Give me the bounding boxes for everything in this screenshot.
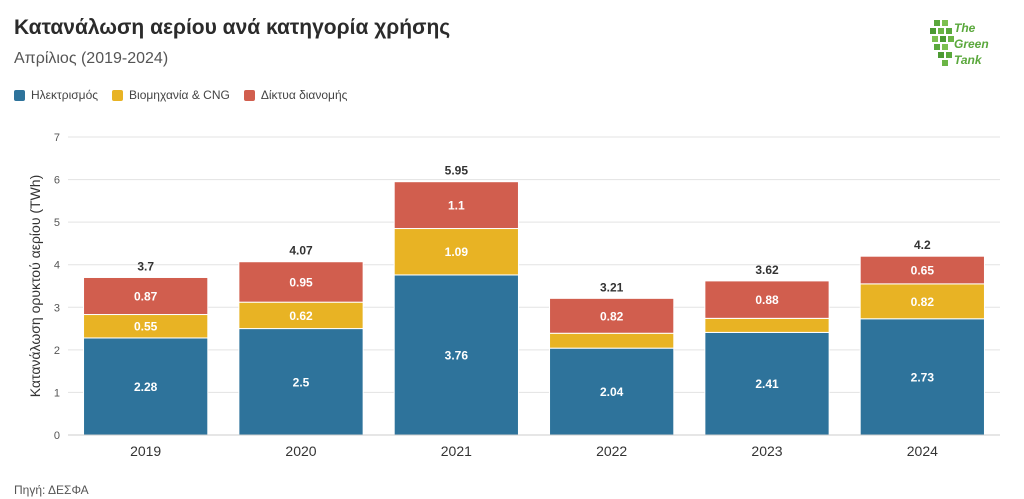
y-tick-label: 0 xyxy=(54,430,60,442)
logo-text-the: The xyxy=(954,21,976,35)
legend-label: Βιομηχανία & CNG xyxy=(129,88,230,102)
legend-label: Δίκτυα διανομής xyxy=(260,88,348,102)
bar-segment xyxy=(238,301,364,330)
y-axis-label: Κατανάλωση ορυκτού αερίου (TWh) xyxy=(27,175,43,398)
data-label: 2.5 xyxy=(293,375,310,389)
bar-segment xyxy=(704,280,830,319)
y-tick-label: 5 xyxy=(54,217,60,229)
data-label: 1.1 xyxy=(448,199,465,213)
data-label: 2.41 xyxy=(755,377,779,391)
chart-subtitle: Απρίλιος (2019-2024) xyxy=(14,50,169,67)
x-tick-label: 2023 xyxy=(751,443,782,459)
data-label: 2.28 xyxy=(134,380,158,394)
x-tick-label: 2022 xyxy=(596,443,627,459)
y-tick-label: 2 xyxy=(54,345,60,357)
total-label: 3.7 xyxy=(137,259,154,273)
x-tick-label: 2020 xyxy=(285,443,316,459)
y-tick-label: 4 xyxy=(54,260,60,272)
data-label: 0.65 xyxy=(911,264,935,278)
bar-segment xyxy=(549,332,675,349)
chart-title: Κατανάλωση αερίου ανά κατηγορία χρήσης xyxy=(14,16,451,39)
y-tick-label: 3 xyxy=(54,302,60,314)
total-label: 3.62 xyxy=(755,263,779,277)
data-label: 0.62 xyxy=(289,309,313,323)
total-label: 3.21 xyxy=(600,280,624,294)
data-label: 0.82 xyxy=(911,295,935,309)
bar-segment xyxy=(238,261,364,303)
x-tick-label: 2024 xyxy=(907,443,938,459)
legend-item-distribution: Δίκτυα διανομής xyxy=(243,88,348,102)
data-label: 1.09 xyxy=(445,245,469,259)
bar-segment xyxy=(393,181,519,230)
legend-swatch xyxy=(243,89,255,101)
bar-segment xyxy=(549,297,675,334)
legend-swatch xyxy=(14,89,25,101)
x-tick-label: 2019 xyxy=(130,443,161,459)
bar-segment xyxy=(859,283,985,320)
bar-segment xyxy=(238,328,364,436)
logo-text-tank: Tank xyxy=(954,53,982,67)
bar-segment xyxy=(704,317,830,333)
data-label: 0.82 xyxy=(600,309,624,323)
bar-segment xyxy=(83,276,209,316)
bar-segment xyxy=(859,318,985,436)
data-label: 2.04 xyxy=(600,385,624,399)
legend: Ηλεκτρισμός Βιομηχανία & CNG Δίκτυα διαν… xyxy=(14,88,347,102)
legend-item-electricity: Ηλεκτρισμός xyxy=(14,88,98,102)
logo-leaf-icon xyxy=(930,20,954,66)
y-tick-label: 1 xyxy=(54,387,60,399)
bar-segment xyxy=(859,255,985,285)
y-tick-label: 6 xyxy=(54,175,60,187)
data-label: 3.76 xyxy=(445,348,469,362)
total-label: 5.95 xyxy=(445,164,469,178)
legend-swatch xyxy=(112,89,124,101)
data-label: 0.87 xyxy=(134,290,158,304)
legend-item-industry: Βιομηχανία & CNG xyxy=(112,88,230,102)
data-label: 0.95 xyxy=(289,275,313,289)
data-label: 0.55 xyxy=(134,320,158,334)
y-tick-label: 7 xyxy=(54,132,60,144)
x-tick-label: 2021 xyxy=(441,443,472,459)
the-green-tank-logo: The Green Tank xyxy=(930,16,1010,74)
data-label: 0.88 xyxy=(755,293,779,307)
total-label: 4.2 xyxy=(914,238,931,252)
total-label: 4.07 xyxy=(289,244,313,258)
data-label: 2.73 xyxy=(911,370,935,384)
source-note: Πηγή: ΔΕΣΦΑ xyxy=(14,483,89,497)
logo-text-green: Green xyxy=(954,37,989,51)
bar-segment xyxy=(393,228,519,276)
legend-label: Ηλεκτρισμός xyxy=(31,88,99,102)
bar-segment xyxy=(393,274,519,436)
